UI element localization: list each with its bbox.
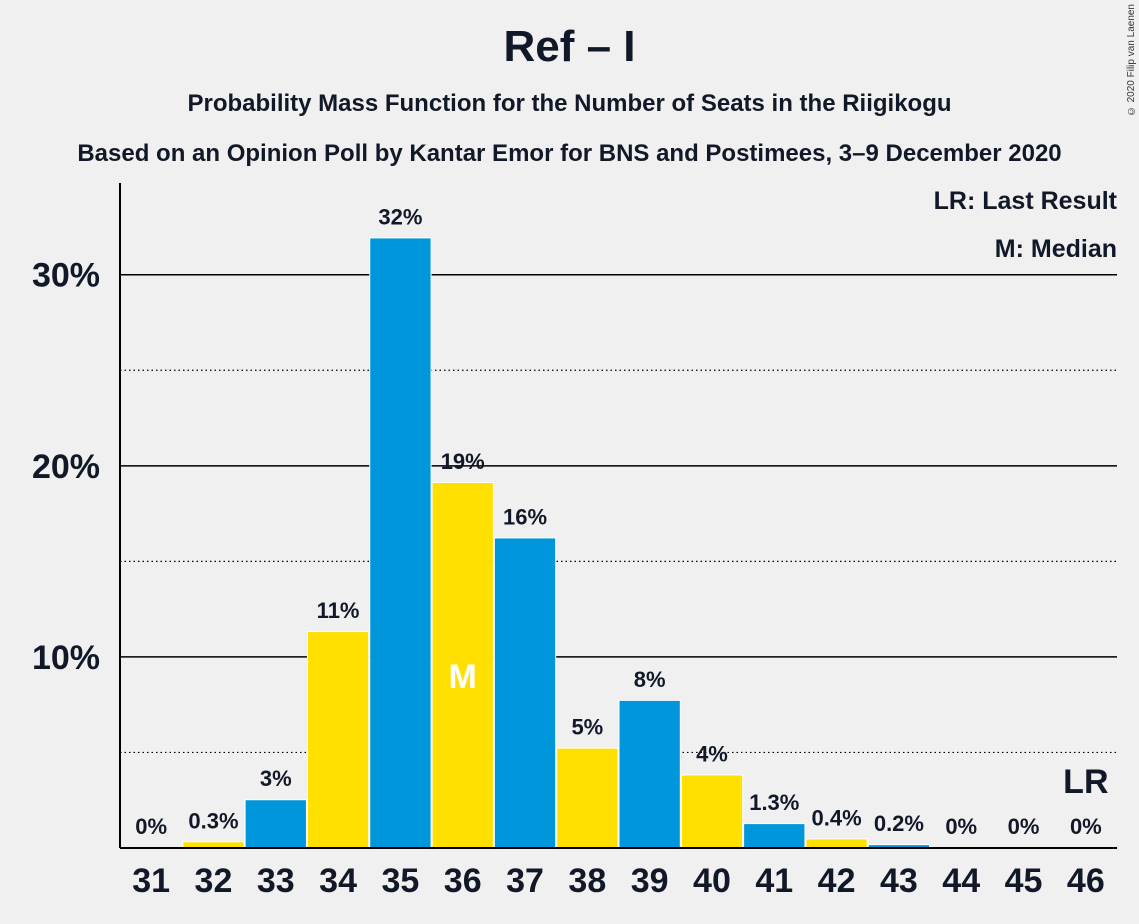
bar-value-label: 0% <box>1070 814 1102 839</box>
bar-value-label: 11% <box>317 598 360 623</box>
bar-value-labels: 0% 0.3% 3% 11% 32% 19% M 16% 5% 8% 4% 1.3% 0.4% 0.2% 0… <box>135 204 1108 839</box>
bar-value-label: 0% <box>945 814 977 839</box>
x-tick-label: 33 <box>257 862 295 900</box>
x-tick-label: 45 <box>1005 862 1043 900</box>
bar-value-label: 1.3% <box>749 790 799 815</box>
x-tick-label: 37 <box>506 862 544 900</box>
bar-value-label: 0% <box>135 814 167 839</box>
x-tick-label: 43 <box>880 862 918 900</box>
x-tick-label: 46 <box>1067 862 1105 900</box>
chart-title: Ref – I <box>503 22 636 71</box>
chart-source-subtitle: Based on an Opinion Poll by Kantar Emor … <box>77 140 1062 167</box>
y-tick-label: 20% <box>32 448 100 486</box>
x-tick-label: 40 <box>693 862 731 900</box>
x-tick-label: 32 <box>195 862 233 900</box>
bar-34 <box>307 632 369 848</box>
bar-value-label: 0% <box>1008 814 1040 839</box>
bar-32 <box>183 842 244 848</box>
y-tick-label: 10% <box>32 639 100 677</box>
bar-value-label: 0.4% <box>812 805 862 830</box>
bar-39 <box>619 700 680 848</box>
bar-value-label: 0.3% <box>188 808 238 833</box>
legend-last-result: LR: Last Result <box>934 187 1118 215</box>
bar-value-label: 3% <box>260 766 292 791</box>
x-tick-label: 42 <box>818 862 856 900</box>
x-tick-labels: 31 32 33 34 35 36 37 38 39 40 41 42 43 44 45 46 <box>132 862 1105 900</box>
bar-43 <box>868 845 930 848</box>
x-tick-label: 38 <box>568 862 606 900</box>
median-marker: M <box>449 658 477 696</box>
x-tick-label: 44 <box>942 862 980 900</box>
chart-subtitle: Probability Mass Function for the Number… <box>187 90 952 117</box>
bar-value-label: 32% <box>378 204 422 229</box>
x-tick-label: 36 <box>444 862 482 900</box>
x-tick-label: 31 <box>132 862 170 900</box>
x-tick-label: 41 <box>755 862 793 900</box>
bar-value-label: 16% <box>503 504 547 529</box>
y-tick-label: 30% <box>32 257 100 295</box>
bar-value-label: 19% <box>441 449 485 474</box>
legend-median: M: Median <box>995 235 1117 263</box>
x-tick-label: 34 <box>319 862 357 900</box>
bar-value-label: 4% <box>696 741 728 766</box>
bar-value-label: 8% <box>634 667 666 692</box>
bar-38 <box>557 748 618 848</box>
bars <box>182 237 931 848</box>
bar-42 <box>806 839 867 848</box>
bar-value-label: 5% <box>571 715 603 740</box>
bar-37 <box>494 538 556 848</box>
gridlines <box>120 273 1117 754</box>
bar-36 <box>432 483 493 848</box>
bar-40 <box>681 775 743 848</box>
bar-33 <box>245 800 306 848</box>
x-tick-label: 39 <box>631 862 669 900</box>
last-result-marker: LR <box>1063 763 1108 801</box>
x-tick-label: 35 <box>381 862 419 900</box>
bar-35 <box>370 238 431 848</box>
y-tick-labels: 10% 20% 30% <box>32 257 100 677</box>
bar-value-label: 0.2% <box>874 811 924 836</box>
bar-41 <box>744 824 805 848</box>
